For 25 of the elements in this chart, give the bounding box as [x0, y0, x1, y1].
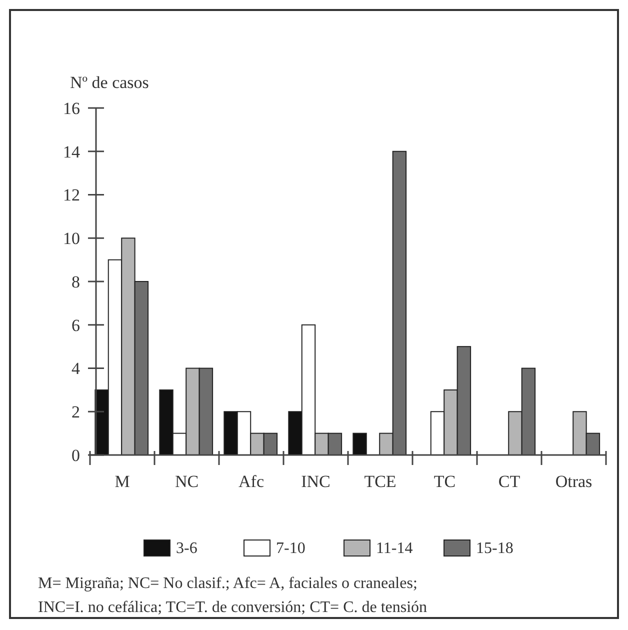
- x-tick-label: Otras: [555, 472, 592, 491]
- y-tick-label: 2: [72, 402, 80, 422]
- x-tick-label: TCE: [364, 472, 396, 491]
- bar: [352, 432, 367, 456]
- y-tick-label: 6: [72, 316, 80, 335]
- y-tick-label: 16: [63, 98, 80, 118]
- y-tick-label: 14: [63, 142, 80, 162]
- legend-label: 15-18: [476, 540, 514, 557]
- text: INC=I. no cefálica; TC=T. de conversión; CT= C. de tensión: [38, 599, 428, 616]
- y-tick-label: 12: [63, 186, 80, 205]
- x-tick-label: NC: [174, 472, 199, 491]
- y-tick-label: 4: [72, 359, 80, 378]
- y-tick-label: 10: [63, 229, 80, 248]
- y-tick-label: 8: [72, 272, 80, 292]
- legend-label: 7-10: [276, 540, 306, 557]
- y-axis-title: Nº de casos: [70, 73, 149, 92]
- legend-label: 3-6: [176, 540, 198, 557]
- text: M= Migraña; NC= No clasif.; Afc= A, faciales o craneales;: [38, 575, 418, 592]
- x-tick-label: Afc: [238, 472, 264, 491]
- x-tick-label: INC: [301, 472, 330, 491]
- y-tick-label: 0: [72, 446, 80, 465]
- x-tick-label: CT: [498, 472, 521, 491]
- x-tick-label: M: [114, 472, 130, 491]
- x-tick-label: TC: [434, 472, 456, 491]
- legend-label: 11-14: [376, 540, 413, 557]
